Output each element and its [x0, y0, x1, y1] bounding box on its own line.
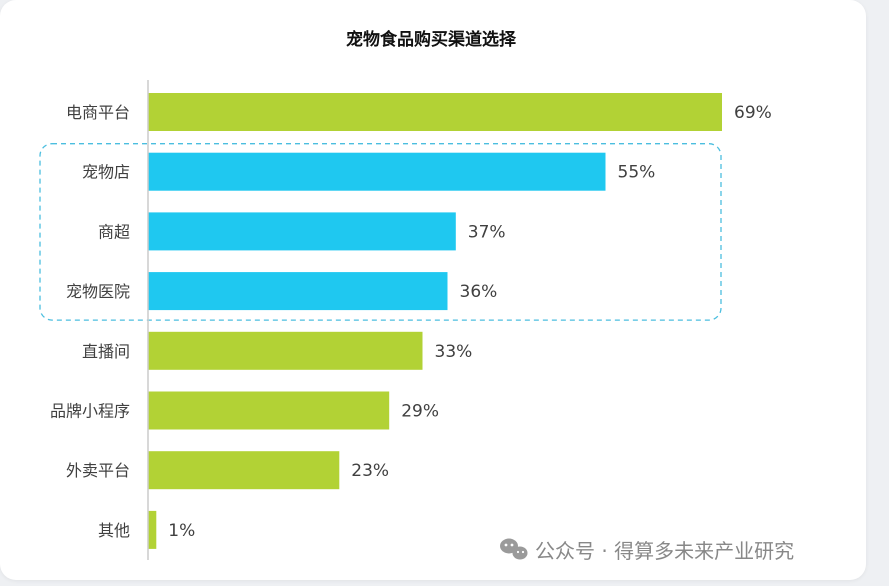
- value-label: 23%: [351, 461, 389, 481]
- category-label: 宠物店: [82, 163, 130, 182]
- bar-6: [148, 391, 390, 430]
- value-label: 55%: [618, 163, 656, 183]
- bar-2: [148, 152, 606, 191]
- category-label: 商超: [98, 222, 130, 241]
- category-label: 品牌小程序: [50, 402, 130, 421]
- value-label: 29%: [401, 402, 439, 422]
- highlight-box: [39, 143, 722, 321]
- wechat-icon: [500, 538, 528, 560]
- value-label: 1%: [168, 521, 195, 541]
- watermark: 公众号 · 得算多未来产业研究: [500, 538, 794, 563]
- category-label: 电商平台: [66, 103, 130, 122]
- chart-title: 宠物食品购买渠道选择: [346, 29, 517, 50]
- value-label: 69%: [734, 103, 772, 123]
- value-label: 33%: [435, 342, 473, 362]
- value-label: 36%: [460, 282, 498, 302]
- bar-3: [148, 212, 456, 251]
- bar-8: [148, 510, 157, 549]
- bar-7: [148, 451, 340, 490]
- category-label: 直播间: [82, 342, 130, 361]
- watermark-text: 公众号 · 得算多未来产业研究: [535, 539, 794, 563]
- value-label: 37%: [468, 222, 506, 242]
- category-label: 其他: [98, 521, 130, 540]
- bar-5: [148, 331, 423, 370]
- bar-1: [148, 93, 722, 131]
- category-label: 宠物医院: [66, 282, 130, 301]
- bar-4: [148, 272, 448, 311]
- category-label: 外卖平台: [66, 461, 130, 480]
